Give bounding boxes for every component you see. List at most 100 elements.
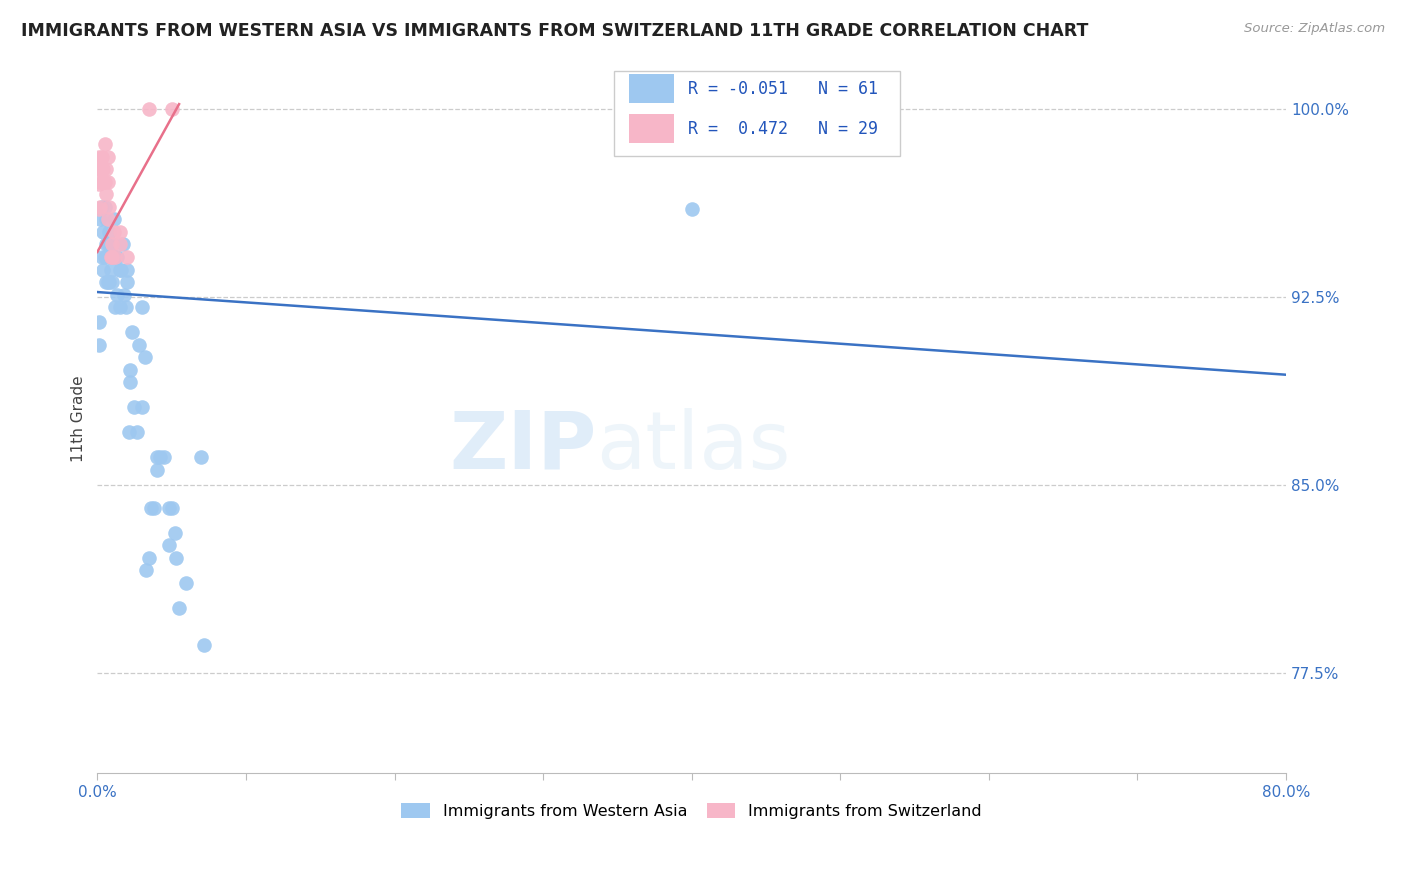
Point [87,162,110,177]
Point [101,237,124,252]
Point [108,262,131,277]
Point [128,337,150,351]
Point [101,237,124,252]
Text: R =  0.472   N = 29: R = 0.472 N = 29 [688,120,879,137]
Point [104,250,127,264]
Point [104,250,127,264]
Text: Source: ZipAtlas.com: Source: ZipAtlas.com [1244,22,1385,36]
Point [139,500,162,515]
Point [108,225,131,239]
Point [97,150,120,164]
Point [142,500,165,515]
Point [121,325,143,339]
Point [111,237,134,252]
Text: IMMIGRANTS FROM WESTERN ASIA VS IMMIGRANTS FROM SWITZERLAND 11TH GRADE CORRELATI: IMMIGRANTS FROM WESTERN ASIA VS IMMIGRAN… [21,22,1088,40]
Point [100,262,122,277]
Point [193,638,215,652]
Point [100,250,122,264]
Point [108,237,131,252]
Point [138,102,160,116]
Point [91,175,114,189]
Bar [628,74,673,103]
Point [115,262,138,277]
Point [91,262,114,277]
Text: ZIP: ZIP [450,408,596,486]
Point [96,187,118,202]
Point [91,225,114,239]
Point [167,600,190,615]
Point [108,300,131,314]
Point [87,315,110,329]
Point [87,178,110,192]
Point [94,137,117,152]
Legend: Immigrants from Western Asia, Immigrants from Switzerland: Immigrants from Western Asia, Immigrants… [395,797,988,825]
Point [103,225,125,239]
Point [149,450,172,465]
Bar [614,71,900,156]
Point [89,200,111,214]
Point [157,500,180,515]
Point [124,401,146,415]
Point [96,275,118,289]
Point [146,450,169,465]
Point [94,250,117,264]
Point [110,262,132,277]
Point [98,225,121,239]
Point [176,575,198,590]
Point [97,237,120,252]
Point [89,162,111,177]
Point [87,150,110,164]
Point [681,202,703,217]
Point [104,300,127,314]
Point [90,150,112,164]
Point [97,275,120,289]
Point [135,563,157,577]
Point [153,450,176,465]
Point [160,102,183,116]
Point [103,212,125,227]
Point [101,275,124,289]
Point [94,200,117,214]
Point [100,250,122,264]
Point [90,250,112,264]
Point [115,250,138,264]
Bar [628,113,673,144]
Point [134,350,156,364]
Point [97,212,120,227]
Y-axis label: 11th Grade: 11th Grade [72,376,86,462]
Point [165,550,187,565]
Point [89,212,111,227]
Point [96,212,118,227]
Point [160,500,183,515]
Point [112,287,135,301]
Point [90,200,112,214]
Point [105,250,128,264]
Point [131,401,153,415]
Point [127,425,149,440]
Point [90,162,112,177]
Point [114,300,136,314]
Point [146,463,169,477]
Point [89,175,111,189]
Point [115,275,138,289]
Point [138,550,160,565]
Point [101,250,124,264]
Point [87,337,110,351]
Point [190,450,212,465]
Point [96,237,118,252]
Point [118,376,141,390]
Point [118,362,141,376]
Point [87,202,110,217]
Point [94,175,117,189]
Point [98,275,121,289]
Point [97,175,120,189]
Point [157,538,180,552]
Point [98,200,121,214]
Text: atlas: atlas [596,408,792,486]
Point [105,287,128,301]
Point [163,525,186,540]
Point [131,300,153,314]
Point [117,425,139,440]
Point [91,162,114,177]
Text: R = -0.051   N = 61: R = -0.051 N = 61 [688,79,879,97]
